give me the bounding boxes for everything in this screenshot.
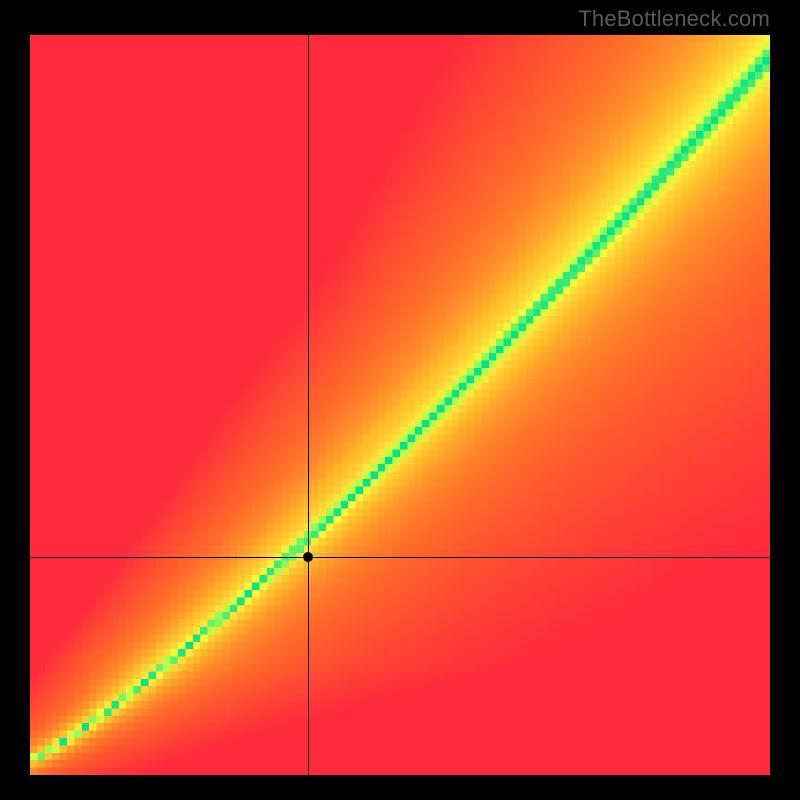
- heatmap-canvas: [30, 35, 770, 775]
- crosshair-vertical: [308, 35, 309, 775]
- crosshair-horizontal: [30, 557, 770, 558]
- heatmap-plot: [30, 35, 770, 775]
- watermark-text: TheBottleneck.com: [578, 6, 770, 32]
- marker-dot: [303, 552, 313, 562]
